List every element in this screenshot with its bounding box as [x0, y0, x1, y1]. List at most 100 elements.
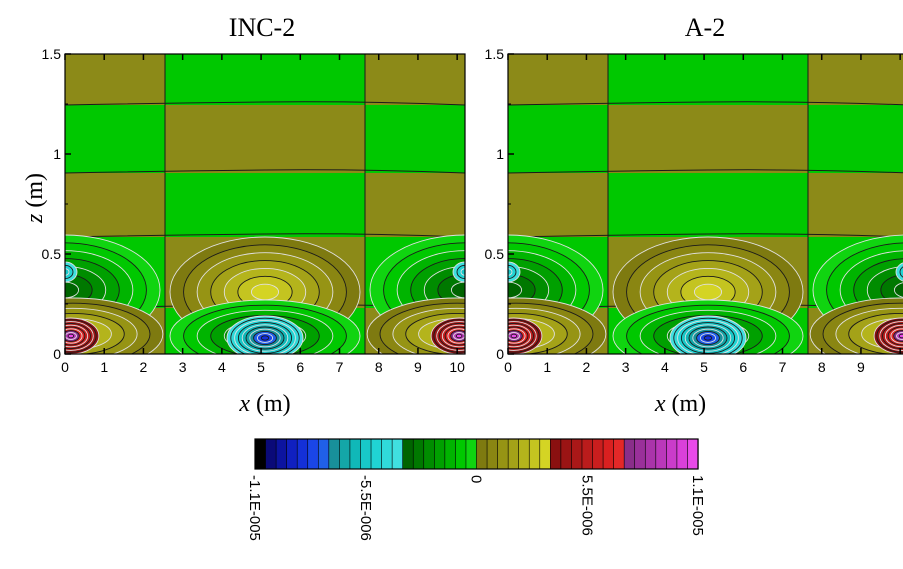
panel-title: INC-2	[229, 13, 295, 42]
colorbar-swatch	[550, 438, 562, 470]
colorbar-swatch	[623, 438, 636, 470]
contour-band	[608, 105, 808, 173]
colorbar-label: -5.5E-006	[357, 475, 374, 541]
contour-band	[508, 105, 608, 173]
colorbar-swatch	[328, 438, 340, 470]
x-tick-label: 7	[779, 359, 787, 375]
colorbar-swatch	[497, 438, 509, 470]
colorbar-label: 5.5E-006	[578, 475, 595, 536]
x-tick-label: 4	[661, 359, 669, 375]
x-tick-label: 5	[700, 359, 708, 375]
colorbar-swatch	[381, 438, 393, 470]
contour-band	[165, 54, 365, 105]
x-tick-label: 8	[375, 359, 383, 375]
colorbar-swatch	[518, 438, 530, 470]
y-tick-label: 0.5	[42, 246, 62, 262]
colorbar-swatch	[360, 438, 372, 470]
colorbar-label: -1.1E-005	[246, 475, 263, 541]
core-bottom-center	[226, 315, 304, 354]
colorbar-swatch	[465, 438, 478, 470]
contour-panel-2: 0 1 2 3 4 5 6 7 8 9 0 0.5 1 1.5 A-2 x (m)	[485, 13, 903, 417]
colorbar-swatch	[687, 438, 699, 470]
colorbar-swatch	[528, 438, 541, 470]
x-tick-label: 9	[857, 359, 865, 375]
x-tick-label: 2	[140, 359, 148, 375]
y-tick-label: 1	[53, 146, 61, 162]
colorbar-swatch	[275, 438, 288, 470]
contour-line	[508, 169, 903, 174]
x-tick-label: 8	[818, 359, 826, 375]
contour-band	[65, 54, 165, 105]
colorbar-swatch	[434, 438, 446, 470]
x-axis-label: x (m)	[238, 391, 290, 417]
colorbar-swatch	[476, 438, 488, 470]
plot-area	[508, 54, 903, 354]
colorbar-swatch	[634, 438, 646, 470]
contour-band	[508, 173, 608, 237]
contour-line	[508, 101, 903, 106]
x-tick-label: 5	[257, 359, 265, 375]
colorbar-swatch	[254, 438, 267, 470]
contour-line	[65, 101, 465, 106]
colorbar-swatch	[666, 438, 678, 470]
y-tick-label: 0	[53, 346, 61, 362]
contour-band	[608, 54, 808, 105]
core-upper-right	[452, 261, 465, 283]
y-tick-label: 1	[496, 146, 504, 162]
core-upper-left	[508, 261, 521, 283]
contour-band	[808, 105, 903, 173]
y-tick-label: 0.5	[485, 246, 505, 262]
colorbar-swatch	[339, 438, 351, 470]
colorbar-swatch	[307, 438, 319, 470]
contour-line	[508, 233, 903, 238]
colorbar: -1.1E-005 -5.5E-006 0 5.5E-006 1.1E-005	[246, 438, 706, 541]
colorbar-swatch	[507, 438, 520, 470]
contour-band	[808, 173, 903, 237]
colorbar-swatch	[317, 438, 330, 470]
colorbar-swatch	[391, 438, 404, 470]
colorbar-swatch	[486, 438, 499, 470]
y-tick-label: 1.5	[42, 46, 62, 62]
colorbar-swatch	[370, 438, 383, 470]
x-tick-label: 3	[622, 359, 630, 375]
colorbar-label: 0	[468, 475, 485, 483]
core-bottom-right	[873, 317, 903, 354]
colorbar-label: 1.1E-005	[689, 475, 706, 536]
colorbar-swatch	[412, 438, 425, 470]
colorbar-swatch	[592, 438, 604, 470]
contour-band	[365, 173, 465, 237]
x-tick-label: 1	[543, 359, 551, 375]
x-tick-label: 6	[739, 359, 747, 375]
core-bottom-left	[508, 317, 543, 354]
contour-line	[65, 233, 465, 238]
colorbar-swatch	[423, 438, 435, 470]
x-tick-label: 10	[449, 359, 465, 375]
panel-title: A-2	[685, 13, 725, 42]
colorbar-swatch	[581, 438, 594, 470]
x-axis-label: x (m)	[654, 391, 706, 417]
core-upper-right	[895, 262, 903, 282]
contour-band	[165, 105, 365, 173]
core-upper-left	[65, 261, 78, 283]
contour-band	[365, 54, 465, 105]
y-tick-label: 0	[496, 346, 504, 362]
plot-area	[65, 54, 465, 354]
colorbar-swatch	[571, 438, 583, 470]
contour-band	[165, 173, 365, 237]
contour-band	[65, 105, 165, 173]
x-tick-label: 2	[583, 359, 591, 375]
colorbar-frame	[254, 438, 699, 470]
x-tick-label: 6	[296, 359, 304, 375]
contour-band	[65, 173, 165, 237]
colorbar-swatch	[402, 438, 414, 470]
colorbar-swatch	[560, 438, 573, 470]
x-tick-label: 1	[100, 359, 108, 375]
colorbar-swatch	[676, 438, 689, 470]
core-bottom-right	[430, 317, 465, 354]
colorbar-swatch	[613, 438, 625, 470]
contour-line	[65, 169, 465, 174]
x-tick-label: 9	[414, 359, 422, 375]
colorbar-swatch	[444, 438, 457, 470]
colorbar-swatch	[296, 438, 309, 470]
